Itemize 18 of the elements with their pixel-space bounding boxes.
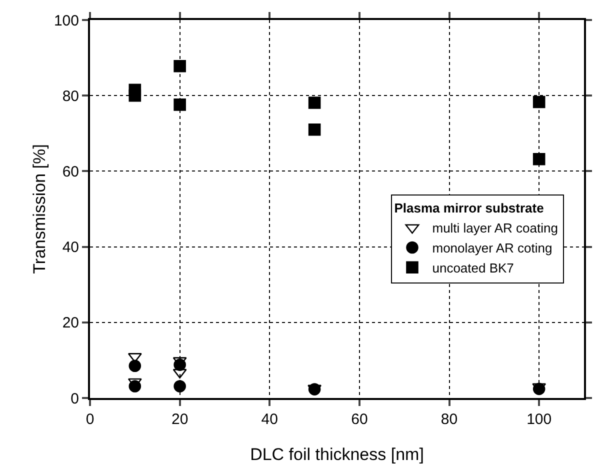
legend-label: multi layer AR coating [432,220,558,236]
x-tick-label: 80 [440,411,458,428]
x-tick-label: 60 [351,411,368,428]
legend-title: Plasma mirror substrate [394,200,544,216]
y-tick-label: 100 [54,12,79,30]
y-tick-label: 40 [62,239,79,256]
y-tick-label: 20 [62,314,79,332]
legend-label: monolayer AR coting [432,240,552,256]
x-tick-label: 40 [261,411,278,428]
legend-label: uncoated BK7 [432,260,514,276]
y-tick-label: 60 [62,163,79,180]
y-tick-label: 80 [62,88,79,105]
y-tick-label: 0 [70,390,79,408]
x-axis-title: DLC foil thickness [nm] [250,445,424,464]
x-tick-label: 20 [171,411,188,428]
x-tick-label: 100 [526,411,552,428]
x-tick-label: 0 [86,411,94,428]
y-axis-title: Transmission [%] [30,144,49,274]
